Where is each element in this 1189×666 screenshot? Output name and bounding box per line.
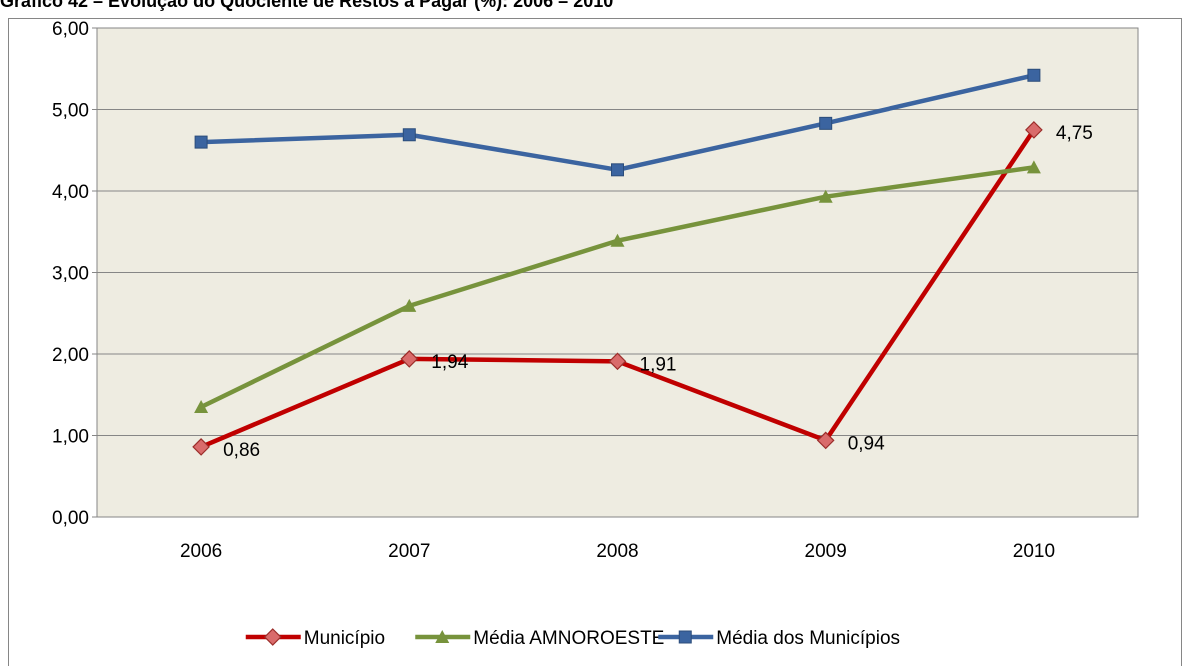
marker: [816, 431, 835, 450]
marker: [610, 233, 625, 247]
marker: [818, 189, 833, 203]
legend-label: Média AMNOROESTE: [473, 628, 664, 649]
y-tick-label: 0,00: [52, 508, 89, 529]
data-label: 1,91: [640, 354, 677, 375]
y-tick-label: 3,00: [52, 264, 89, 285]
data-label: 1,94: [431, 352, 468, 373]
y-tick-label: 6,00: [52, 19, 89, 40]
legend-marker: [678, 630, 692, 644]
legend-label: Média dos Municípios: [716, 628, 900, 649]
y-tick-label: 4,00: [52, 182, 89, 203]
marker: [194, 399, 209, 413]
marker: [402, 128, 416, 142]
x-tick-label: 2010: [1013, 541, 1055, 562]
data-label: 0,94: [848, 433, 885, 454]
marker: [402, 298, 417, 312]
x-tick-label: 2007: [388, 541, 430, 562]
marker: [1025, 121, 1043, 139]
marker: [1026, 160, 1041, 174]
marker: [194, 135, 208, 149]
marker: [192, 438, 210, 456]
chart-title: Gráfico 42 – Evolução do Quociente de Re…: [0, 0, 613, 11]
x-tick-label: 2006: [180, 541, 222, 562]
legend-marker: [435, 630, 450, 643]
marker: [1027, 68, 1041, 82]
y-tick-label: 1,00: [52, 427, 89, 448]
marker: [819, 116, 833, 130]
y-tick-label: 2,00: [52, 345, 89, 366]
data-label: 0,86: [223, 440, 260, 461]
marker: [611, 163, 624, 177]
legend-marker: [263, 628, 282, 646]
data-label: 4,75: [1056, 123, 1093, 144]
y-tick-label: 5,00: [52, 101, 89, 122]
x-tick-label: 2009: [805, 541, 847, 562]
legend-label: Município: [304, 628, 385, 649]
marker: [608, 352, 627, 371]
marker: [400, 350, 419, 368]
x-tick-label: 2008: [596, 541, 638, 562]
